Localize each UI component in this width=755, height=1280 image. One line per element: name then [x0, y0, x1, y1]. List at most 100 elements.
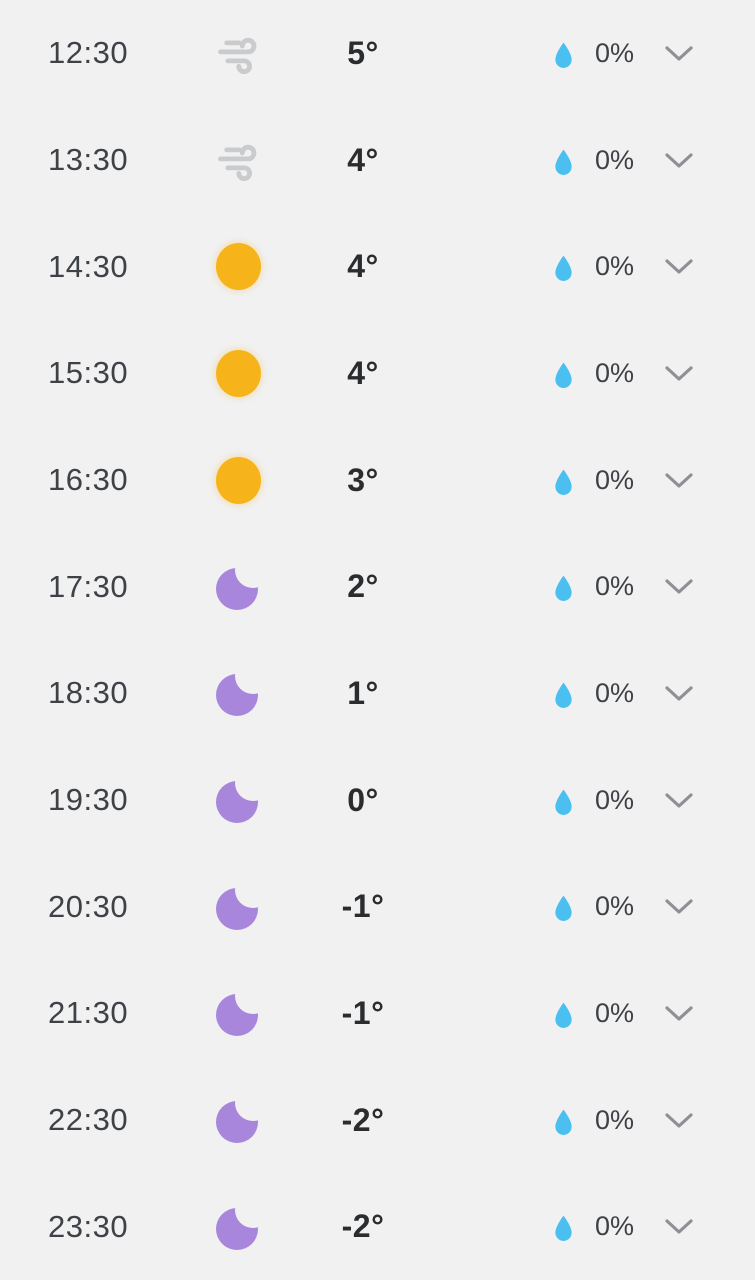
chevron-down-icon[interactable] — [664, 1218, 694, 1235]
droplet-icon — [554, 1215, 572, 1242]
droplet-icon — [554, 149, 572, 175]
temperature-label: -1° — [341, 888, 385, 925]
droplet-cell — [543, 357, 583, 390]
moon-icon — [216, 871, 271, 930]
chevron-down-icon[interactable] — [664, 258, 694, 275]
droplet-icon — [554, 575, 572, 602]
time-label: 15:30 — [48, 355, 129, 391]
temperature-label: 4° — [347, 248, 379, 285]
droplet-icon — [554, 255, 572, 282]
condition-icon-cell — [188, 978, 288, 1037]
droplet-icon — [554, 42, 572, 68]
droplet-cell — [543, 250, 583, 283]
chevron-cell — [657, 152, 701, 169]
time-label: 22:30 — [48, 1102, 129, 1138]
condition-icon-cell — [188, 243, 288, 291]
temperature-label: -1° — [341, 994, 385, 1031]
condition-icon-cell — [188, 765, 288, 824]
temperature-label: 4° — [347, 354, 379, 391]
time-label: 23:30 — [48, 1208, 129, 1244]
condition-icon-cell — [188, 1085, 288, 1144]
temperature-label: 3° — [347, 461, 379, 498]
time-label: 16:30 — [48, 462, 129, 498]
time-label: 17:30 — [48, 568, 129, 604]
chevron-down-icon[interactable] — [664, 685, 694, 702]
hourly-row[interactable]: 17:30 2° 0% — [0, 533, 755, 640]
time-label: 20:30 — [48, 888, 129, 924]
precipitation-label: 0% — [595, 357, 635, 388]
droplet-cell — [543, 570, 583, 603]
precipitation-label: 0% — [595, 997, 635, 1028]
temperature-label: 1° — [347, 674, 379, 711]
chevron-cell — [657, 1112, 701, 1129]
moon-icon — [216, 658, 271, 717]
chevron-down-icon[interactable] — [664, 1112, 694, 1129]
droplet-icon — [554, 1002, 572, 1028]
time-label: 21:30 — [48, 995, 129, 1031]
hourly-row[interactable]: 23:30 -2° 0% — [0, 1173, 755, 1280]
precipitation-label: 0% — [595, 1104, 635, 1135]
droplet-cell — [543, 464, 583, 497]
chevron-down-icon[interactable] — [664, 1005, 694, 1022]
precipitation-label: 0% — [595, 1211, 635, 1242]
hourly-row[interactable]: 18:30 1° 0% — [0, 640, 755, 747]
droplet-icon — [554, 789, 572, 815]
precipitation-label: 0% — [595, 677, 635, 708]
chevron-down-icon[interactable] — [664, 152, 694, 169]
chevron-down-icon[interactable] — [664, 45, 694, 62]
time-label: 18:30 — [48, 675, 129, 711]
hourly-row[interactable]: 15:30 4° 0% — [0, 320, 755, 427]
droplet-cell — [543, 144, 583, 177]
temperature-label: 4° — [347, 141, 379, 178]
temperature-label: 5° — [347, 34, 379, 71]
chevron-cell — [657, 365, 701, 382]
time-label: 12:30 — [48, 35, 129, 71]
moon-icon — [216, 551, 271, 610]
hourly-row[interactable]: 14:30 4° 0% — [0, 213, 755, 320]
chevron-down-icon[interactable] — [664, 578, 694, 595]
precipitation-label: 0% — [595, 251, 635, 282]
droplet-icon — [554, 362, 572, 388]
moon-icon — [216, 978, 271, 1037]
chevron-down-icon[interactable] — [664, 365, 694, 382]
condition-icon-cell — [188, 551, 288, 610]
hourly-row[interactable]: 19:30 0° 0% — [0, 747, 755, 854]
sun-icon — [215, 243, 261, 291]
chevron-down-icon[interactable] — [664, 898, 694, 915]
droplet-cell — [543, 677, 583, 710]
moon-icon — [216, 1085, 271, 1144]
chevron-down-icon[interactable] — [664, 472, 694, 489]
condition-icon-cell — [188, 26, 288, 80]
sun-icon — [215, 349, 261, 397]
droplet-icon — [554, 1109, 572, 1135]
temperature-label: -2° — [341, 1208, 385, 1245]
chevron-cell — [657, 898, 701, 915]
droplet-icon — [554, 682, 572, 708]
time-label: 14:30 — [48, 248, 129, 284]
chevron-down-icon[interactable] — [664, 792, 694, 809]
hourly-row[interactable]: 21:30 -1° 0% — [0, 960, 755, 1067]
droplet-icon — [554, 469, 572, 495]
precipitation-label: 0% — [595, 891, 635, 922]
chevron-cell — [657, 685, 701, 702]
time-label: 13:30 — [48, 142, 129, 177]
condition-icon-cell — [188, 658, 288, 717]
chevron-cell — [657, 792, 701, 809]
condition-icon-cell — [188, 456, 288, 504]
hourly-row[interactable]: 12:30 5° 0% — [0, 0, 755, 107]
sun-icon — [215, 456, 261, 504]
hourly-row[interactable]: 16:30 3° 0% — [0, 427, 755, 534]
wind-icon — [218, 144, 257, 182]
wind-icon — [218, 38, 257, 75]
precipitation-label: 0% — [595, 784, 635, 815]
droplet-cell — [543, 1104, 583, 1137]
condition-icon-cell — [188, 1191, 288, 1250]
moon-icon — [216, 1191, 271, 1250]
temperature-label: 2° — [347, 568, 379, 605]
hourly-row[interactable]: 20:30 -1° 0% — [0, 853, 755, 960]
hourly-row[interactable]: 22:30 -2° 0% — [0, 1067, 755, 1174]
chevron-cell — [657, 578, 701, 595]
droplet-icon — [554, 895, 572, 922]
hourly-row[interactable]: 13:30 4° 0% — [0, 107, 755, 214]
